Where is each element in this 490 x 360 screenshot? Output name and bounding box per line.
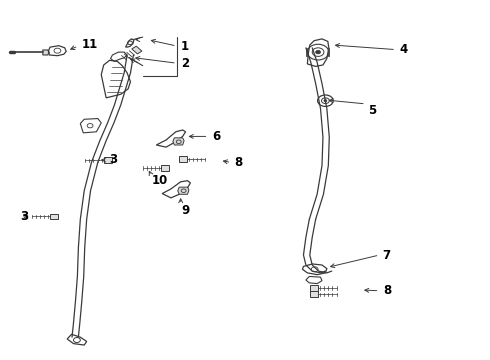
- Circle shape: [316, 50, 320, 54]
- Polygon shape: [178, 187, 189, 194]
- Polygon shape: [310, 292, 318, 297]
- Polygon shape: [310, 285, 318, 291]
- Polygon shape: [328, 48, 329, 56]
- Text: 6: 6: [212, 130, 220, 143]
- Circle shape: [324, 100, 327, 102]
- Text: 7: 7: [382, 248, 391, 261]
- Text: 11: 11: [81, 39, 98, 51]
- Text: 8: 8: [383, 284, 391, 297]
- Polygon shape: [43, 50, 49, 55]
- Text: 1: 1: [181, 40, 189, 53]
- Polygon shape: [104, 157, 112, 163]
- Polygon shape: [50, 213, 58, 219]
- Text: 8: 8: [234, 156, 243, 169]
- Polygon shape: [132, 46, 142, 54]
- Polygon shape: [173, 138, 184, 145]
- Polygon shape: [179, 157, 187, 162]
- Text: 3: 3: [20, 210, 28, 222]
- Polygon shape: [161, 165, 169, 171]
- Polygon shape: [306, 48, 307, 56]
- Text: 3: 3: [110, 153, 118, 166]
- Text: 9: 9: [182, 204, 190, 217]
- Text: 10: 10: [151, 174, 168, 187]
- Text: 2: 2: [181, 57, 189, 70]
- Text: 4: 4: [400, 43, 408, 56]
- Text: 5: 5: [368, 104, 376, 117]
